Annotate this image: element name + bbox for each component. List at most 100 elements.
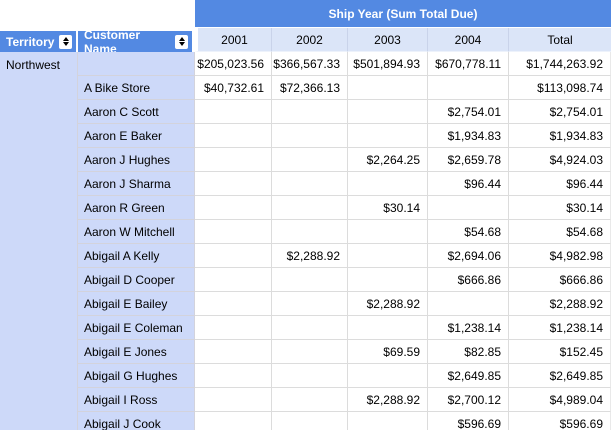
value-cell-2004[interactable]: [428, 196, 509, 220]
customer-name-cell[interactable]: Abigail A Kelly: [78, 244, 195, 268]
value-cell-2001[interactable]: [195, 172, 272, 196]
value-cell-2002[interactable]: [272, 196, 348, 220]
value-cell-2003[interactable]: [348, 76, 428, 100]
value-cell-total[interactable]: $4,989.04: [509, 388, 611, 412]
value-cell-2001[interactable]: [195, 292, 272, 316]
value-cell-2003[interactable]: $2,288.92: [348, 292, 428, 316]
value-cell-2001[interactable]: [195, 220, 272, 244]
value-cell-2002[interactable]: [272, 340, 348, 364]
value-cell-total[interactable]: $113,098.74: [509, 76, 611, 100]
column-header-total[interactable]: Total: [509, 28, 611, 52]
value-cell-2003[interactable]: $2,264.25: [348, 148, 428, 172]
value-cell-2004[interactable]: $2,694.06: [428, 244, 509, 268]
value-cell-2002[interactable]: [272, 124, 348, 148]
customer-name-cell[interactable]: Abigail G Hughes: [78, 364, 195, 388]
customer-name-cell[interactable]: Aaron R Green: [78, 196, 195, 220]
value-cell-2001[interactable]: [195, 100, 272, 124]
value-cell-2003[interactable]: [348, 412, 428, 430]
value-cell-2002[interactable]: [272, 364, 348, 388]
column-header-2003[interactable]: 2003: [348, 28, 428, 52]
value-cell-2004[interactable]: $2,754.01: [428, 100, 509, 124]
value-cell-2002[interactable]: [272, 100, 348, 124]
value-cell-2003[interactable]: $2,288.92: [348, 388, 428, 412]
value-cell-2004[interactable]: $1,238.14: [428, 316, 509, 340]
value-cell-2004[interactable]: $2,700.12: [428, 388, 509, 412]
customer-name-cell[interactable]: A Bike Store: [78, 76, 195, 100]
value-cell-2002[interactable]: $366,567.33: [272, 52, 348, 76]
value-cell-2004[interactable]: $1,934.83: [428, 124, 509, 148]
value-cell-total[interactable]: $2,649.85: [509, 364, 611, 388]
value-cell-total[interactable]: $666.86: [509, 268, 611, 292]
value-cell-2002[interactable]: [272, 292, 348, 316]
value-cell-total[interactable]: $152.45: [509, 340, 611, 364]
customer-name-cell[interactable]: Abigail J Cook: [78, 412, 195, 430]
value-cell-2004[interactable]: $96.44: [428, 172, 509, 196]
value-cell-2001[interactable]: $205,023.56: [195, 52, 272, 76]
value-cell-2004[interactable]: $666.86: [428, 268, 509, 292]
value-cell-total[interactable]: $2,288.92: [509, 292, 611, 316]
value-cell-2003[interactable]: [348, 244, 428, 268]
customer-name-cell[interactable]: Aaron W Mitchell: [78, 220, 195, 244]
value-cell-2001[interactable]: [195, 364, 272, 388]
customer-name-cell[interactable]: [78, 52, 195, 76]
value-cell-2002[interactable]: [272, 220, 348, 244]
value-cell-2001[interactable]: [195, 196, 272, 220]
value-cell-2003[interactable]: [348, 316, 428, 340]
value-cell-2001[interactable]: $40,732.61: [195, 76, 272, 100]
customer-name-cell[interactable]: Abigail I Ross: [78, 388, 195, 412]
sort-updown-icon[interactable]: [59, 34, 72, 49]
value-cell-2004[interactable]: [428, 76, 509, 100]
value-cell-2001[interactable]: [195, 148, 272, 172]
value-cell-2002[interactable]: [272, 148, 348, 172]
value-cell-total[interactable]: $4,982.98: [509, 244, 611, 268]
value-cell-2001[interactable]: [195, 316, 272, 340]
value-cell-2003[interactable]: [348, 268, 428, 292]
value-cell-2004[interactable]: $54.68: [428, 220, 509, 244]
column-header-2002[interactable]: 2002: [272, 28, 348, 52]
value-cell-2004[interactable]: $2,659.78: [428, 148, 509, 172]
value-cell-2002[interactable]: $2,288.92: [272, 244, 348, 268]
value-cell-2004[interactable]: [428, 292, 509, 316]
value-cell-total[interactable]: $1,934.83: [509, 124, 611, 148]
value-cell-2004[interactable]: $670,778.11: [428, 52, 509, 76]
value-cell-total[interactable]: $4,924.03: [509, 148, 611, 172]
value-cell-2003[interactable]: $501,894.93: [348, 52, 428, 76]
column-header-2004[interactable]: 2004: [428, 28, 509, 52]
value-cell-total[interactable]: $1,744,263.92: [509, 52, 611, 76]
customer-name-cell[interactable]: Aaron J Hughes: [78, 148, 195, 172]
customer-name-field-header[interactable]: Customer Name: [78, 28, 195, 56]
territory-field-header[interactable]: Territory: [0, 28, 78, 52]
value-cell-total[interactable]: $54.68: [509, 220, 611, 244]
customer-name-cell[interactable]: Abigail D Cooper: [78, 268, 195, 292]
value-cell-total[interactable]: $96.44: [509, 172, 611, 196]
value-cell-total[interactable]: $2,754.01: [509, 100, 611, 124]
value-cell-2002[interactable]: $72,366.13: [272, 76, 348, 100]
value-cell-2003[interactable]: [348, 172, 428, 196]
value-cell-2003[interactable]: [348, 220, 428, 244]
territory-row-header[interactable]: Northwest: [0, 52, 78, 430]
value-cell-2001[interactable]: [195, 340, 272, 364]
value-cell-2004[interactable]: $2,649.85: [428, 364, 509, 388]
customer-name-cell[interactable]: Aaron J Sharma: [78, 172, 195, 196]
value-cell-2003[interactable]: $30.14: [348, 196, 428, 220]
value-cell-2003[interactable]: [348, 364, 428, 388]
value-cell-2003[interactable]: [348, 100, 428, 124]
sort-updown-icon[interactable]: [175, 34, 188, 49]
value-cell-2004[interactable]: $82.85: [428, 340, 509, 364]
value-cell-2004[interactable]: $596.69: [428, 412, 509, 430]
value-cell-2001[interactable]: [195, 388, 272, 412]
value-cell-total[interactable]: $30.14: [509, 196, 611, 220]
value-cell-2003[interactable]: [348, 124, 428, 148]
customer-name-cell[interactable]: Abigail E Bailey: [78, 292, 195, 316]
value-cell-2001[interactable]: [195, 124, 272, 148]
value-cell-2002[interactable]: [272, 268, 348, 292]
value-cell-2002[interactable]: [272, 388, 348, 412]
customer-name-cell[interactable]: Abigail E Jones: [78, 340, 195, 364]
column-field-caption[interactable]: Ship Year (Sum Total Due): [195, 0, 611, 28]
value-cell-2002[interactable]: [272, 172, 348, 196]
value-cell-2002[interactable]: [272, 412, 348, 430]
value-cell-2001[interactable]: [195, 244, 272, 268]
value-cell-total[interactable]: $596.69: [509, 412, 611, 430]
value-cell-2001[interactable]: [195, 268, 272, 292]
customer-name-cell[interactable]: Abigail E Coleman: [78, 316, 195, 340]
